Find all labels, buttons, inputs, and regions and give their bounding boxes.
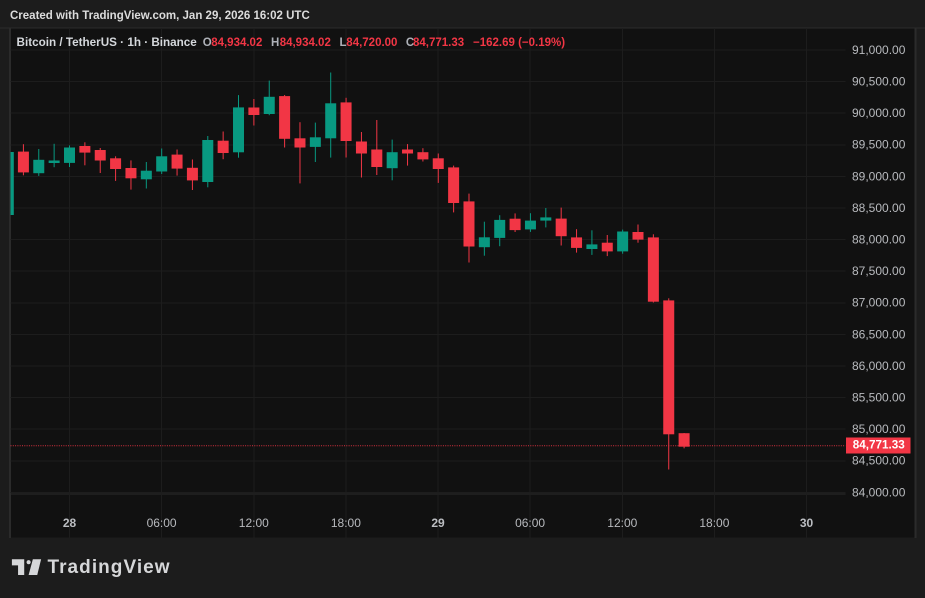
svg-text:84,934.02: 84,934.02 xyxy=(280,37,331,49)
svg-text:H: H xyxy=(271,37,279,49)
svg-text:84,000.00: 84,000.00 xyxy=(852,485,906,499)
svg-text:18:00: 18:00 xyxy=(699,516,729,530)
svg-text:86,000.00: 86,000.00 xyxy=(852,359,906,373)
svg-text:84,771.33: 84,771.33 xyxy=(413,37,464,49)
svg-text:Bitcoin / TetherUS · 1h · Bina: Bitcoin / TetherUS · 1h · Binance xyxy=(17,36,198,49)
svg-text:18:00: 18:00 xyxy=(331,516,361,530)
svg-text:87,500.00: 87,500.00 xyxy=(852,264,906,278)
svg-text:TradingView: TradingView xyxy=(48,557,171,578)
svg-text:−162.69 (−0.19%): −162.69 (−0.19%) xyxy=(473,37,565,49)
svg-text:84,934.02: 84,934.02 xyxy=(211,37,262,49)
svg-text:90,500.00: 90,500.00 xyxy=(852,75,906,89)
svg-text:86,500.00: 86,500.00 xyxy=(852,327,906,341)
svg-text:89,500.00: 89,500.00 xyxy=(852,138,906,152)
svg-text:06:00: 06:00 xyxy=(147,516,177,530)
svg-text:84,771.33: 84,771.33 xyxy=(853,439,905,452)
svg-text:30: 30 xyxy=(800,516,814,530)
svg-text:06:00: 06:00 xyxy=(515,516,545,530)
svg-text:90,000.00: 90,000.00 xyxy=(852,106,906,120)
svg-text:91,000.00: 91,000.00 xyxy=(852,43,906,57)
svg-text:28: 28 xyxy=(63,516,77,530)
svg-text:85,500.00: 85,500.00 xyxy=(852,391,906,405)
svg-text:29: 29 xyxy=(431,516,445,530)
svg-text:88,000.00: 88,000.00 xyxy=(852,233,906,247)
svg-text:84,720.00: 84,720.00 xyxy=(346,37,397,49)
svg-text:89,000.00: 89,000.00 xyxy=(852,169,906,183)
svg-text:87,000.00: 87,000.00 xyxy=(852,296,906,310)
svg-text:12:00: 12:00 xyxy=(607,516,637,530)
svg-text:85,000.00: 85,000.00 xyxy=(852,422,906,436)
svg-text:L: L xyxy=(340,37,347,49)
svg-text:C: C xyxy=(406,37,414,49)
svg-text:88,500.00: 88,500.00 xyxy=(852,201,906,215)
svg-text:84,500.00: 84,500.00 xyxy=(852,454,906,468)
svg-text:O: O xyxy=(203,37,212,49)
svg-text:12:00: 12:00 xyxy=(239,516,269,530)
svg-text:Created with TradingView.com,: Created with TradingView.com, Jan 29, 20… xyxy=(10,10,310,22)
